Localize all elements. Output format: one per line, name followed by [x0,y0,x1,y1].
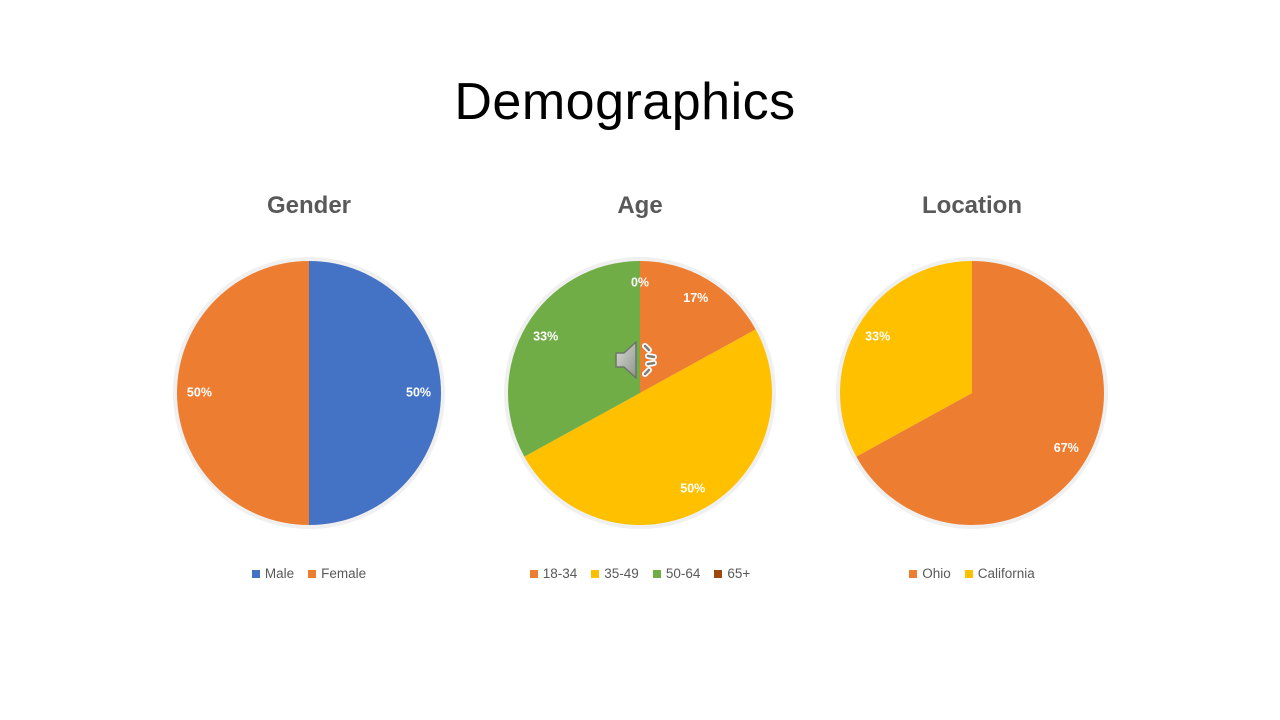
legend-label: 18-34 [542,566,578,581]
legend-item-ohio: Ohio [909,566,951,581]
legend-label: Female [321,566,367,581]
legend-label: Male [264,566,295,581]
pie-chart-location: 67% 33% [836,257,1108,529]
data-label-ohio: 67% [1054,441,1079,455]
legend-label: Ohio [922,566,951,581]
legend-item-18-34: 18-34 [529,566,578,581]
legend: Ohio California [807,566,1137,581]
pie-chart-age: 17% 50% 33% 0% [504,257,776,529]
legend: 18-34 35-49 50-64 65+ [475,566,805,581]
legend-label: 65+ [727,566,751,581]
legend-label: California [977,566,1035,581]
pie-slice-female [177,261,309,525]
data-label-35-49: 50% [680,481,705,495]
pie-slice-california [840,261,972,457]
legend-swatch [652,569,661,578]
legend-item-male: Male [251,566,295,581]
pie-slice-50-64 [508,261,640,457]
data-label-50-64: 33% [533,330,558,344]
chart-title: Location [922,192,1022,219]
chart-location: Location 67% 33% Ohio California [807,180,1137,600]
legend: Male Female [144,566,474,581]
data-label-65-: 0% [631,276,649,290]
data-label-18-34: 17% [683,291,708,305]
chart-age: Age 17% 50% 33% 0% 18-34 35-49 50-64 65+ [475,180,805,600]
legend-swatch [251,569,260,578]
legend-swatch [308,569,317,578]
legend-label: 50-64 [665,566,701,581]
legend-item-65-: 65+ [714,566,750,581]
pie-slice-35-49 [524,329,772,525]
data-label-female: 50% [187,385,212,399]
chart-gender: Gender 50% 50% Male Female [144,180,474,600]
pie-slice-male [309,261,441,525]
legend-item-california: California [964,566,1035,581]
chart-title: Age [617,192,663,219]
legend-swatch [964,569,973,578]
data-label-california: 33% [865,330,890,344]
legend-label: 35-49 [604,566,639,581]
legend-swatch [909,569,918,578]
legend-swatch [591,569,600,578]
data-label-male: 50% [406,385,431,399]
legend-item-50-64: 50-64 [652,566,701,581]
legend-swatch [714,569,723,578]
chart-title: Gender [266,192,352,219]
pie-slice-18-34 [640,261,756,393]
legend-item-female: Female [308,566,366,581]
slide-title: Demographics [454,73,796,131]
pie-chart-gender: 50% 50% [173,257,445,529]
pie-slice-ohio [856,261,1104,525]
legend-swatch [529,569,538,578]
legend-item-35-49: 35-49 [591,566,639,581]
speaker-icon[interactable] [612,336,668,384]
